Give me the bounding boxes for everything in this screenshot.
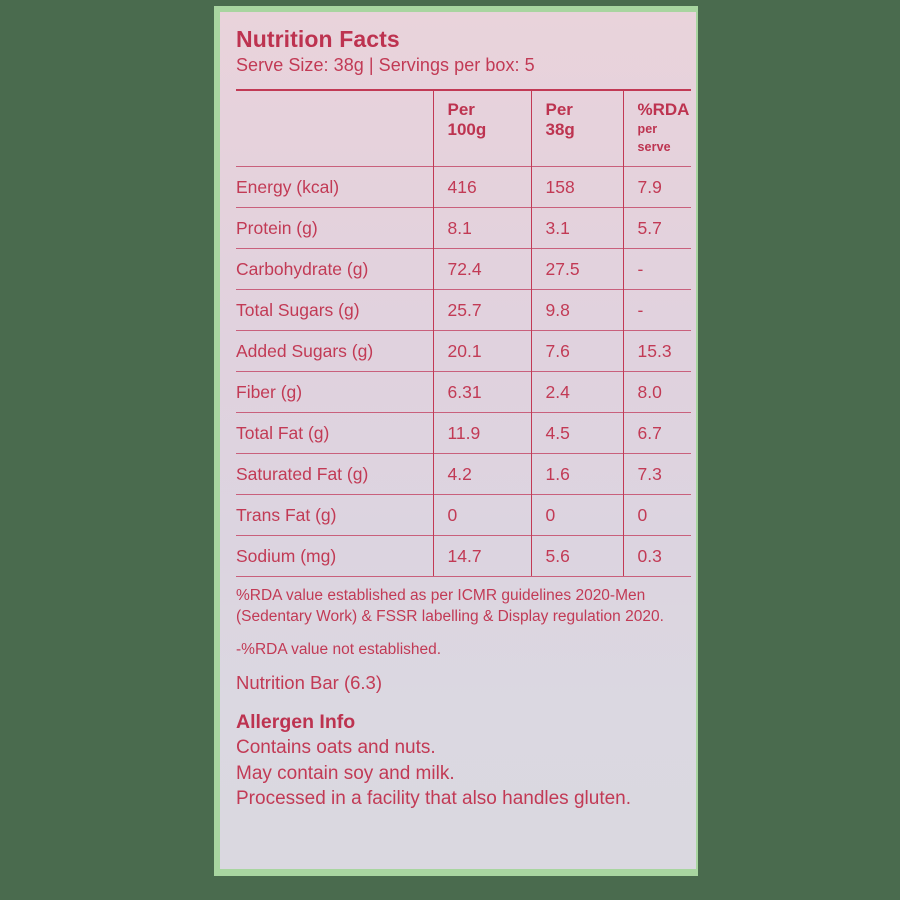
column-header-nutrient	[236, 88, 433, 167]
cell-nutrient: Added Sugars (g)	[236, 330, 433, 372]
nutrition-label-panel: Nutrition Facts Serve Size: 38g | Servin…	[220, 12, 696, 869]
cell-nutrient: Fiber (g)	[236, 371, 433, 413]
allergen-lines: Contains oats and nuts. May contain soy a…	[236, 735, 682, 811]
cell-nutrient: Carbohydrate (g)	[236, 248, 433, 290]
table-row: Fiber (g) 6.31 2.4 8.0	[236, 371, 691, 413]
nutrition-label-card: Nutrition Facts Serve Size: 38g | Servin…	[214, 6, 698, 876]
table-row: Trans Fat (g) 0 0 0	[236, 494, 691, 536]
product-name: Nutrition Bar (6.3)	[236, 672, 382, 693]
cell-rda: 0	[622, 494, 691, 536]
nutrition-table-body: Energy (kcal) 416 158 7.9 Protein (g) 8.1 3.1 5…	[236, 166, 691, 578]
column-header-per-100g-line2: 100g	[447, 119, 487, 139]
nutrition-facts-table: Per 100g Per 38g %RDA	[236, 88, 691, 578]
dash-footnote: -%RDA value not established.	[236, 641, 442, 659]
cell-nutrient: Sodium (mg)	[236, 535, 433, 578]
cell-nutrient: Total Fat (g)	[236, 412, 433, 454]
cell-nutrient: Energy (kcal)	[236, 166, 433, 208]
cell-per-100g: 4.2	[432, 453, 531, 495]
cell-rda: 15.3	[622, 330, 691, 372]
cell-per-38g: 27.5	[530, 248, 623, 290]
cell-per-100g: 25.7	[432, 289, 531, 331]
cell-rda: 7.9	[622, 166, 691, 208]
cell-rda: -	[622, 248, 691, 290]
cell-per-38g: 7.6	[530, 330, 623, 372]
cell-per-38g: 9.8	[530, 289, 623, 331]
cell-nutrient: Protein (g)	[236, 207, 433, 249]
cell-per-38g: 3.1	[530, 207, 623, 249]
table-row: Added Sugars (g) 20.1 7.6 15.3	[236, 330, 691, 372]
allergen-line: Contains oats and nuts.	[236, 737, 436, 759]
cell-rda: 6.7	[622, 412, 691, 454]
cell-per-100g: 6.31	[432, 371, 531, 413]
cell-per-100g: 20.1	[432, 330, 531, 372]
cell-per-38g: 158	[530, 166, 623, 208]
allergen-line: May contain soy and milk.	[236, 762, 455, 784]
column-header-rda: %RDA per serve	[622, 88, 691, 167]
column-header-per-38g-line2: 38g	[545, 119, 575, 139]
cell-per-38g: 4.5	[530, 412, 623, 454]
table-row: Total Fat (g) 11.9 4.5 6.7	[236, 412, 691, 454]
table-row: Total Sugars (g) 25.7 9.8-	[236, 289, 691, 331]
cell-rda: 8.0	[622, 371, 691, 413]
cell-per-100g: 14.7	[432, 535, 531, 578]
column-header-per-100g-line1: Per	[447, 99, 475, 119]
table-row: Energy (kcal) 416 158 7.9	[236, 166, 691, 208]
cell-per-38g: 0	[530, 494, 623, 536]
table-row: Sodium (mg) 14.7 5.6 0.3	[236, 535, 691, 578]
cell-per-38g: 5.6	[530, 535, 623, 578]
column-header-per-38g: Per 38g	[530, 88, 623, 167]
cell-per-38g: 2.4	[530, 371, 623, 413]
allergen-line: Processed in a facility that also handle…	[236, 787, 632, 809]
table-row: Saturated Fat (g) 4.2 1.6 7.3	[236, 453, 691, 495]
table-row: Carbohydrate (g) 72.4 27.5-	[236, 248, 691, 290]
table-row: Protein (g) 8.1 3.1 5.7	[236, 207, 691, 249]
serving-info: Serve Size: 38g | Servings per box: 5	[236, 55, 535, 76]
rda-footnote: %RDA value established as per ICMR guide…	[236, 587, 664, 625]
cell-rda: 5.7	[622, 207, 691, 249]
cell-rda: 0.3	[622, 535, 691, 578]
cell-per-100g: 416	[432, 166, 531, 208]
column-header-per-100g: Per 100g	[432, 88, 531, 167]
cell-nutrient: Total Sugars (g)	[236, 289, 433, 331]
column-header-rda-label: %RDA	[637, 99, 690, 119]
cell-per-100g: 72.4	[432, 248, 531, 290]
cell-per-100g: 8.1	[432, 207, 531, 249]
column-header-rda-sub: per serve	[637, 121, 671, 155]
cell-per-38g: 1.6	[530, 453, 623, 495]
label-header: Nutrition Facts Serve Size: 38g | Servin…	[236, 26, 682, 77]
cell-nutrient: Trans Fat (g)	[236, 494, 433, 536]
cell-per-100g: 0	[432, 494, 531, 536]
page-title: Nutrition Facts	[236, 26, 400, 52]
cell-rda: 7.3	[622, 453, 691, 495]
allergen-heading: Allergen Info	[236, 711, 356, 734]
column-header-per-38g-line1: Per	[545, 99, 573, 119]
table-header-row: Per 100g Per 38g %RDA	[236, 88, 691, 167]
cell-nutrient: Saturated Fat (g)	[236, 453, 433, 495]
cell-per-100g: 11.9	[432, 412, 531, 454]
cell-rda: -	[622, 289, 691, 331]
